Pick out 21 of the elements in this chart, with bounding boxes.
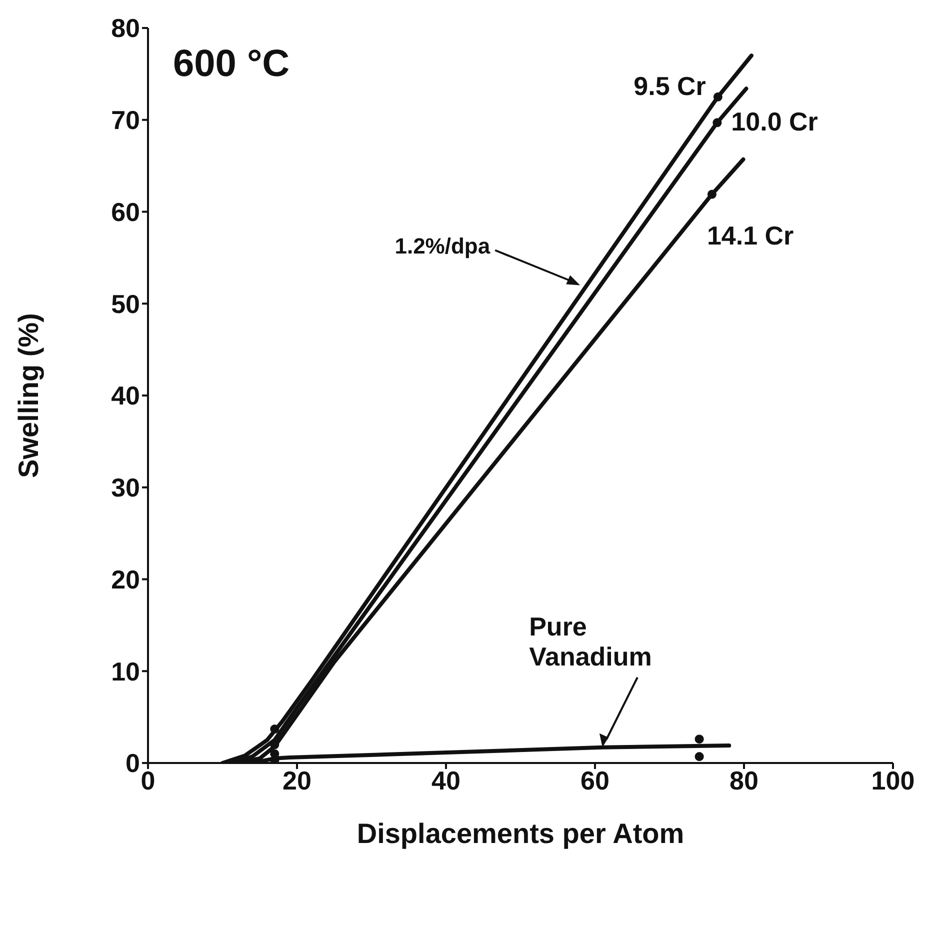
- y-tick-label: 20: [111, 564, 140, 594]
- series-label: 10.0 Cr: [731, 106, 818, 137]
- x-tick-label: 40: [432, 765, 460, 796]
- y-tick-label: 30: [111, 472, 140, 503]
- y-tick-label: 40: [111, 380, 140, 411]
- x-tick-label: 20: [282, 765, 312, 796]
- y-tick-label: 50: [111, 288, 140, 319]
- series-label: 14.1 Cr: [706, 220, 794, 250]
- y-tick-label: 10: [111, 656, 140, 686]
- x-tick-label: 80: [730, 765, 758, 796]
- series-label: 9.5 Cr: [634, 70, 706, 101]
- y-axis-title: Swelling (%): [12, 313, 44, 478]
- annotation: 600 °C: [173, 43, 290, 86]
- y-tick-label: 60: [111, 196, 140, 227]
- y-tick-label: 70: [111, 105, 140, 136]
- annotation: 1.2%/dpa: [394, 233, 491, 258]
- x-tick-label: 100: [871, 765, 915, 796]
- x-axis-title: Displacements per Atom: [356, 818, 684, 849]
- y-tick-label: 80: [111, 13, 140, 44]
- x-tick-label: 60: [580, 765, 610, 796]
- text: Pure Vanadium: [529, 612, 652, 672]
